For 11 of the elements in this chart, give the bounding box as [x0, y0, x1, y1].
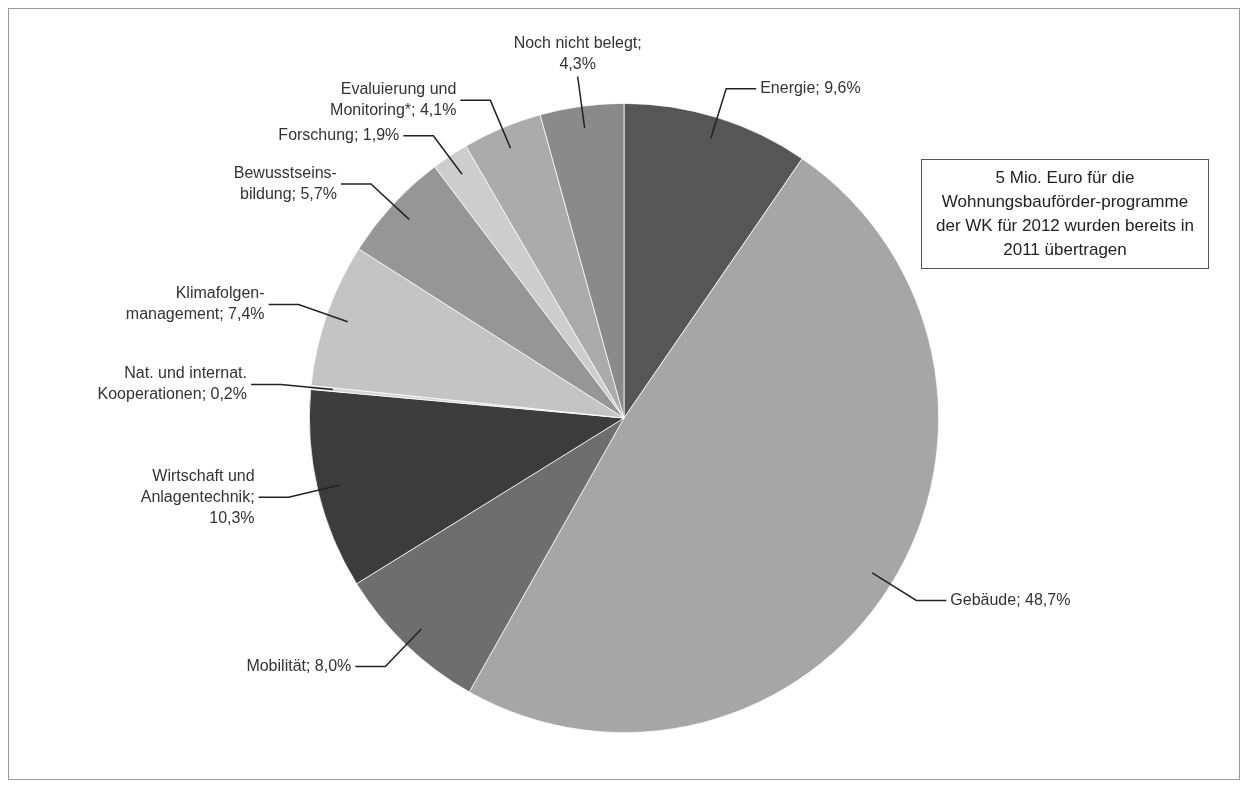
slice-label: Evaluierung und Monitoring*; 4,1%: [330, 80, 457, 119]
slice-label: Energie; 9,6%: [760, 79, 861, 97]
slice-label: Mobilität; 8,0%: [246, 657, 352, 675]
slice-label: Wirtschaft und Anlagentechnik; 10,3%: [140, 466, 255, 526]
slice-label: Forschung; 1,9%: [278, 126, 400, 144]
slice-label: Noch nicht belegt; 4,3%: [513, 33, 642, 72]
slice-label: Bewusstseins-bildung; 5,7%: [233, 163, 337, 202]
slice-label: Nat. und internat. Kooperationen; 0,2%: [97, 364, 247, 403]
text: 5 Mio. Euro für die Wohnungsbauförder-programme der WK für 2012 wurden bereits in 2011 übertragen: [921, 159, 1209, 269]
slice-label: Gebäude; 48,7%: [950, 590, 1071, 608]
slice-label: Klimafolgen-management; 7,4%: [125, 284, 265, 323]
